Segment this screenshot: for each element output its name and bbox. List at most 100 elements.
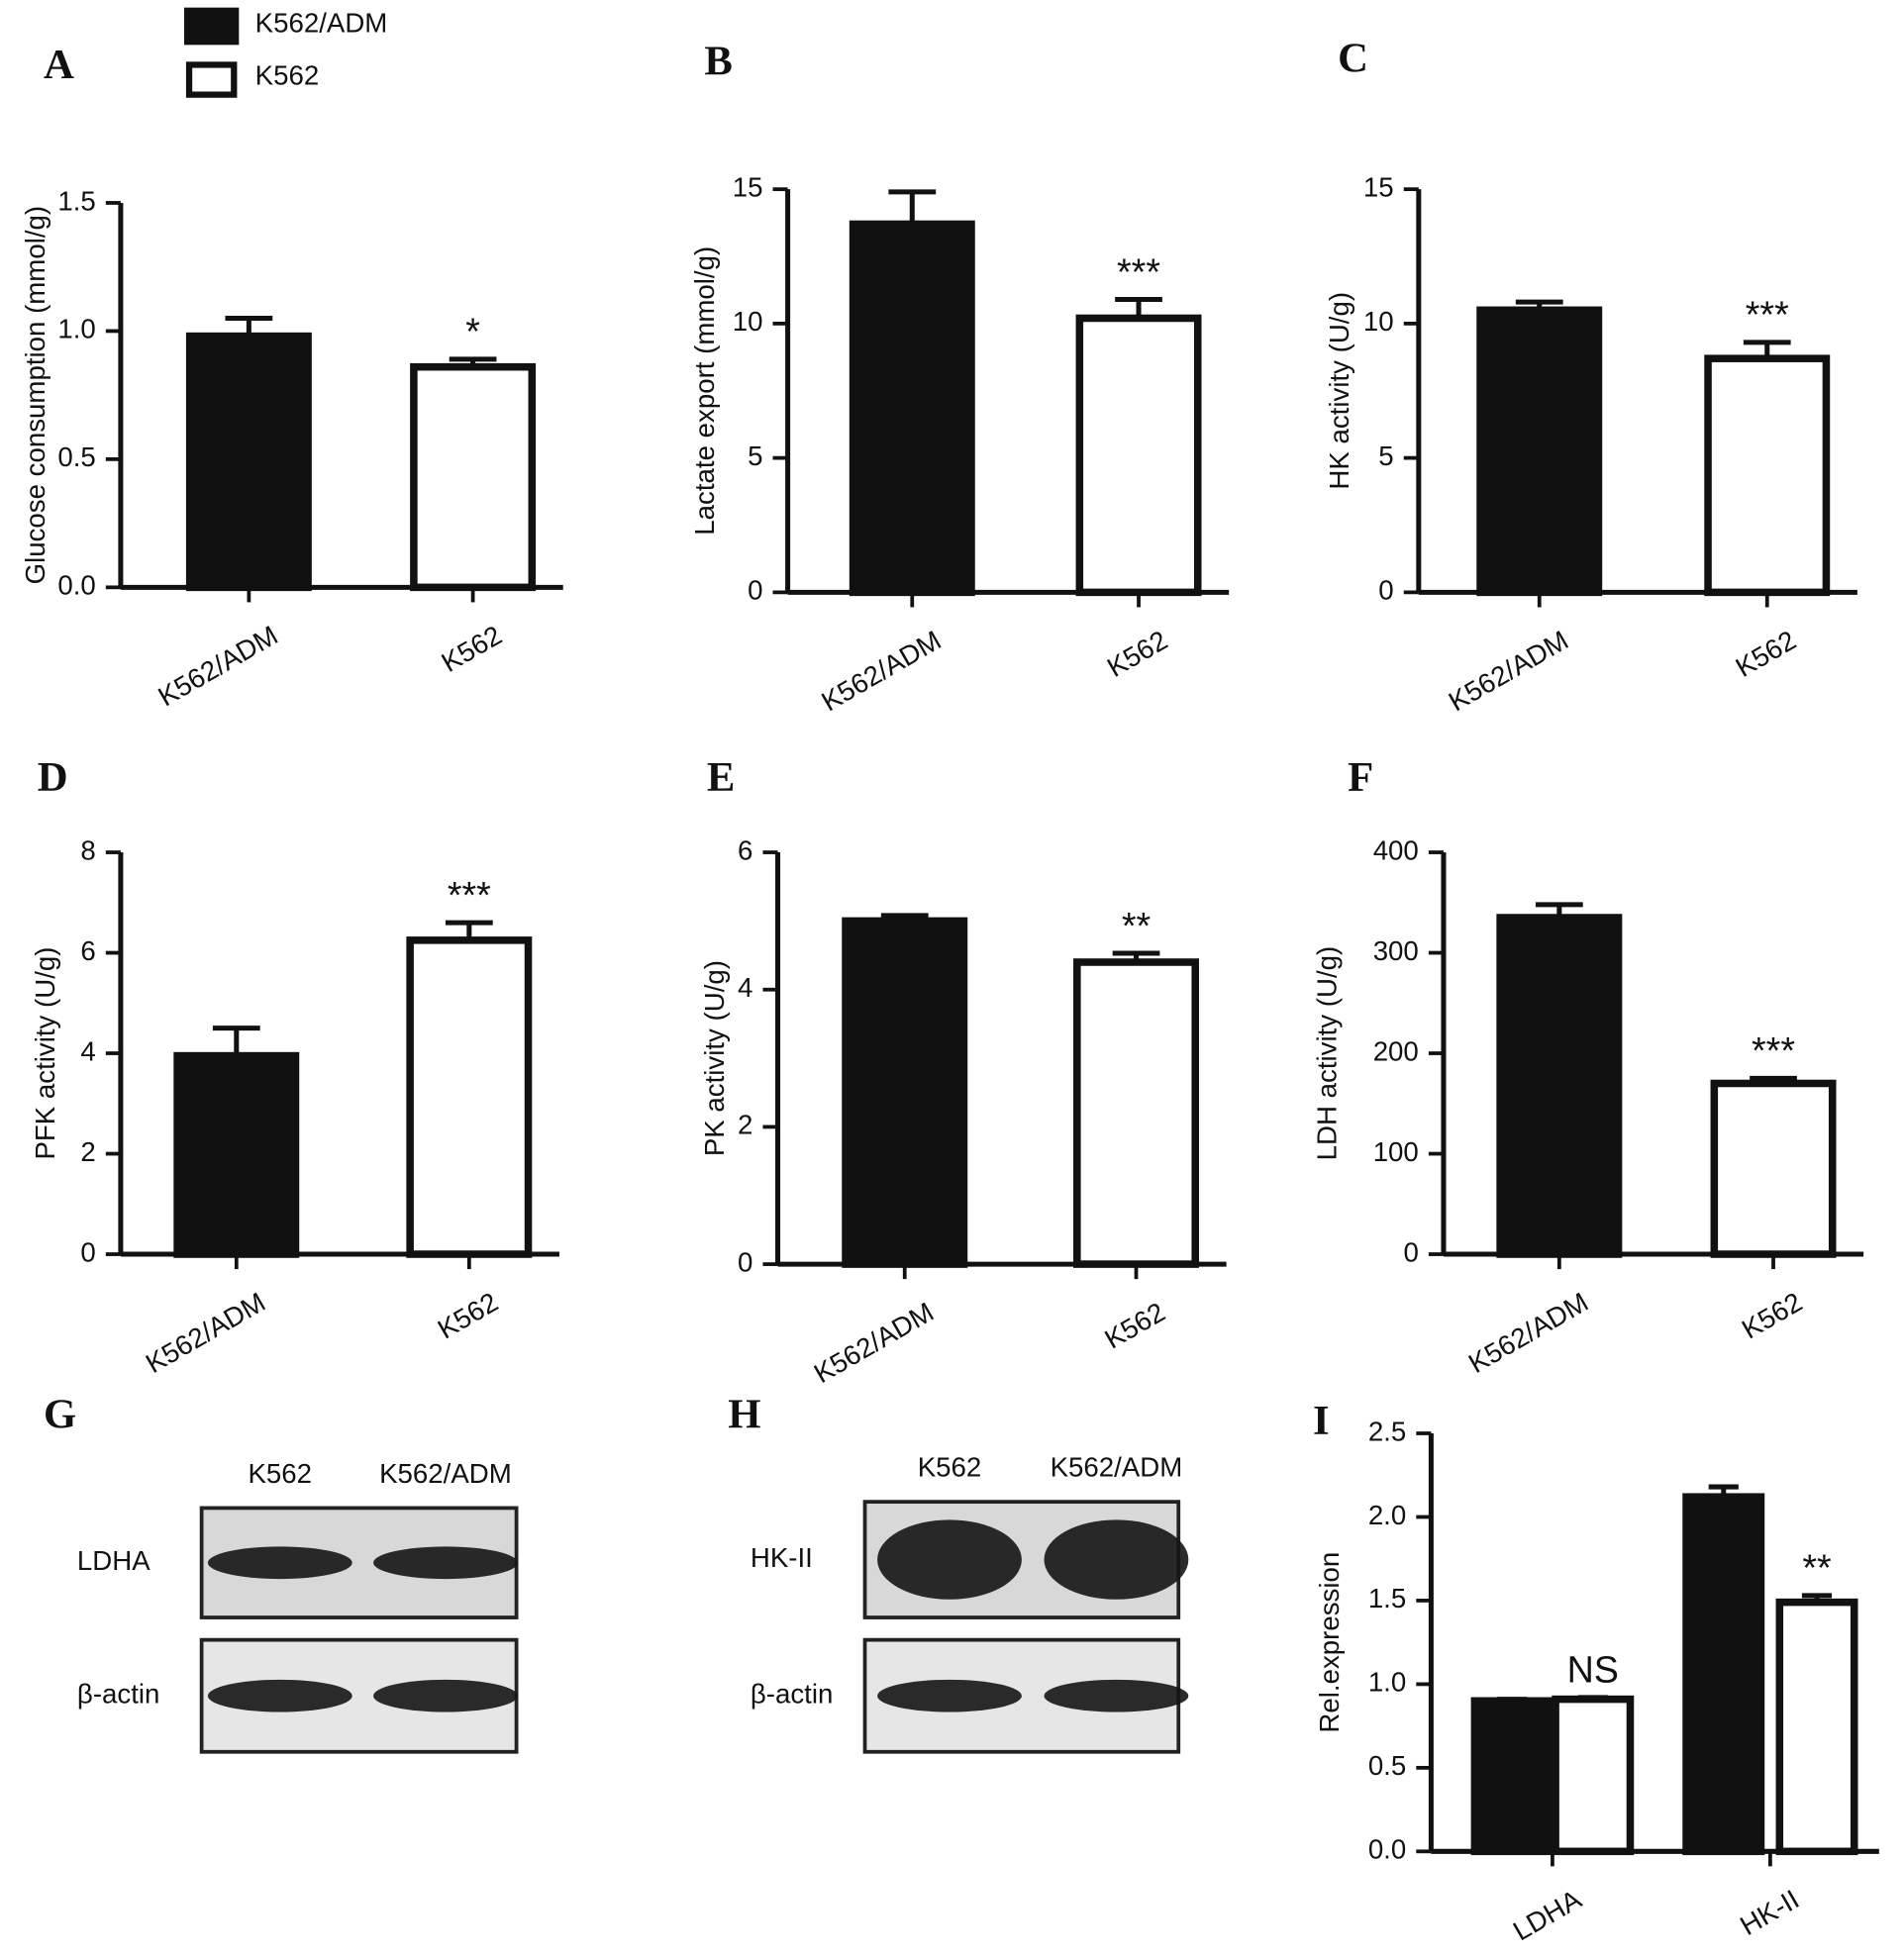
y-tick-label: 0.5 bbox=[1368, 1750, 1406, 1781]
panel-label: I bbox=[1313, 1398, 1330, 1444]
y-axis-label: PFK activity (U/g) bbox=[30, 947, 60, 1160]
panel-label: E bbox=[707, 754, 736, 801]
y-tick-label: 15 bbox=[733, 171, 763, 202]
blot-band bbox=[1044, 1679, 1189, 1712]
y-axis-label: Glucose consumption (mmol/g) bbox=[20, 206, 50, 585]
x-tick-label: K562 bbox=[1731, 625, 1801, 683]
legend-label: K562/ADM bbox=[255, 8, 388, 39]
y-axis-label: HK activity (U/g) bbox=[1324, 292, 1354, 490]
legend-swatch bbox=[184, 7, 240, 46]
bar bbox=[1552, 1695, 1635, 1856]
bar bbox=[1704, 354, 1831, 597]
y-tick-label: 100 bbox=[1373, 1136, 1419, 1167]
bar bbox=[1682, 1493, 1765, 1856]
bar bbox=[1775, 1598, 1858, 1856]
row-label: β-actin bbox=[751, 1679, 834, 1710]
x-tick-label: K562 bbox=[433, 1286, 503, 1344]
x-tick-label: K562/ADM bbox=[152, 620, 282, 713]
y-tick-label: 1.0 bbox=[57, 314, 95, 344]
y-tick-label: 2.5 bbox=[1368, 1416, 1406, 1446]
row-label: LDHA bbox=[77, 1545, 150, 1576]
legend-label: K562 bbox=[255, 59, 320, 90]
y-tick-label: 8 bbox=[80, 834, 95, 865]
lane-label: K562/ADM bbox=[1051, 1452, 1183, 1483]
significance: ** bbox=[1802, 1547, 1832, 1589]
y-tick-label: 0.5 bbox=[57, 441, 95, 472]
y-tick-label: 6 bbox=[738, 834, 752, 865]
y-tick-label: 300 bbox=[1373, 935, 1419, 966]
panel-label: A bbox=[44, 42, 74, 88]
y-tick-label: 0.0 bbox=[1368, 1834, 1406, 1865]
y-tick-label: 15 bbox=[1363, 171, 1394, 202]
x-tick-label: K562 bbox=[1099, 1297, 1169, 1355]
y-tick-label: 5 bbox=[1378, 440, 1393, 471]
lane-label: K562 bbox=[249, 1458, 313, 1489]
significance: *** bbox=[1746, 294, 1789, 336]
y-tick-label: 10 bbox=[733, 306, 763, 337]
row-label: HK-II bbox=[751, 1542, 813, 1573]
x-tick-label: K562/ADM bbox=[1444, 625, 1573, 718]
blot-band bbox=[877, 1679, 1022, 1712]
significance: *** bbox=[1117, 250, 1160, 292]
bar bbox=[410, 362, 537, 592]
significance: * bbox=[465, 311, 480, 352]
bar bbox=[1496, 914, 1623, 1258]
y-tick-label: 2 bbox=[80, 1136, 95, 1167]
y-tick-label: 0 bbox=[80, 1236, 95, 1267]
y-tick-label: 1.5 bbox=[57, 185, 95, 216]
bar bbox=[185, 332, 312, 592]
x-tick-label: K562 bbox=[1737, 1286, 1807, 1344]
y-tick-label: 0 bbox=[748, 575, 762, 606]
bar bbox=[1075, 314, 1202, 597]
x-tick-label: K562/ADM bbox=[141, 1286, 270, 1379]
y-axis-label: Lactate export (mmol/g) bbox=[689, 246, 720, 536]
blot-band bbox=[877, 1519, 1022, 1600]
panel-label: H bbox=[728, 1392, 760, 1438]
y-axis-label: Rel.expression bbox=[1314, 1552, 1345, 1733]
y-tick-label: 10 bbox=[1363, 306, 1394, 337]
x-tick-label: K562 bbox=[436, 620, 506, 678]
x-tick-label: K562 bbox=[1102, 625, 1172, 683]
blot-band bbox=[373, 1679, 518, 1712]
y-tick-label: 1.5 bbox=[1368, 1583, 1406, 1614]
blot-band bbox=[373, 1546, 518, 1580]
y-tick-label: 0 bbox=[1378, 575, 1393, 606]
blot-band bbox=[207, 1546, 352, 1580]
x-tick-label: HK-II bbox=[1735, 1884, 1804, 1941]
panel-label: C bbox=[1338, 36, 1368, 82]
y-tick-label: 400 bbox=[1373, 834, 1419, 865]
blot-band bbox=[207, 1679, 352, 1712]
y-tick-label: 2 bbox=[738, 1110, 752, 1140]
bar bbox=[1470, 1697, 1553, 1856]
bar bbox=[173, 1051, 300, 1258]
y-tick-label: 0.0 bbox=[57, 570, 95, 601]
lane-label: K562/ADM bbox=[379, 1458, 512, 1489]
bar bbox=[1710, 1079, 1837, 1258]
y-tick-label: 1.0 bbox=[1368, 1667, 1406, 1698]
x-tick-label: LDHA bbox=[1508, 1883, 1587, 1946]
significance: *** bbox=[448, 874, 491, 916]
lane-label: K562 bbox=[918, 1452, 982, 1483]
significance: *** bbox=[1752, 1029, 1795, 1071]
row-label: β-actin bbox=[77, 1679, 160, 1710]
blot-band bbox=[1044, 1519, 1189, 1600]
panel-label: F bbox=[1348, 754, 1373, 801]
bar bbox=[406, 936, 533, 1258]
bar bbox=[1073, 958, 1199, 1268]
panel-label: D bbox=[38, 754, 68, 801]
y-axis-label: PK activity (U/g) bbox=[699, 960, 730, 1156]
significance: NS bbox=[1567, 1649, 1619, 1691]
panel-label: G bbox=[44, 1392, 76, 1438]
y-axis-label: LDH activity (U/g) bbox=[1312, 946, 1343, 1161]
y-tick-label: 6 bbox=[80, 935, 95, 966]
x-tick-label: K562/ADM bbox=[809, 1297, 939, 1390]
y-tick-label: 0 bbox=[1403, 1236, 1418, 1267]
y-tick-label: 2.0 bbox=[1368, 1500, 1406, 1530]
y-tick-label: 200 bbox=[1373, 1035, 1419, 1066]
y-tick-label: 0 bbox=[738, 1246, 752, 1277]
x-tick-label: K562/ADM bbox=[1463, 1286, 1593, 1379]
x-tick-label: K562/ADM bbox=[816, 625, 946, 718]
significance: ** bbox=[1122, 905, 1152, 946]
